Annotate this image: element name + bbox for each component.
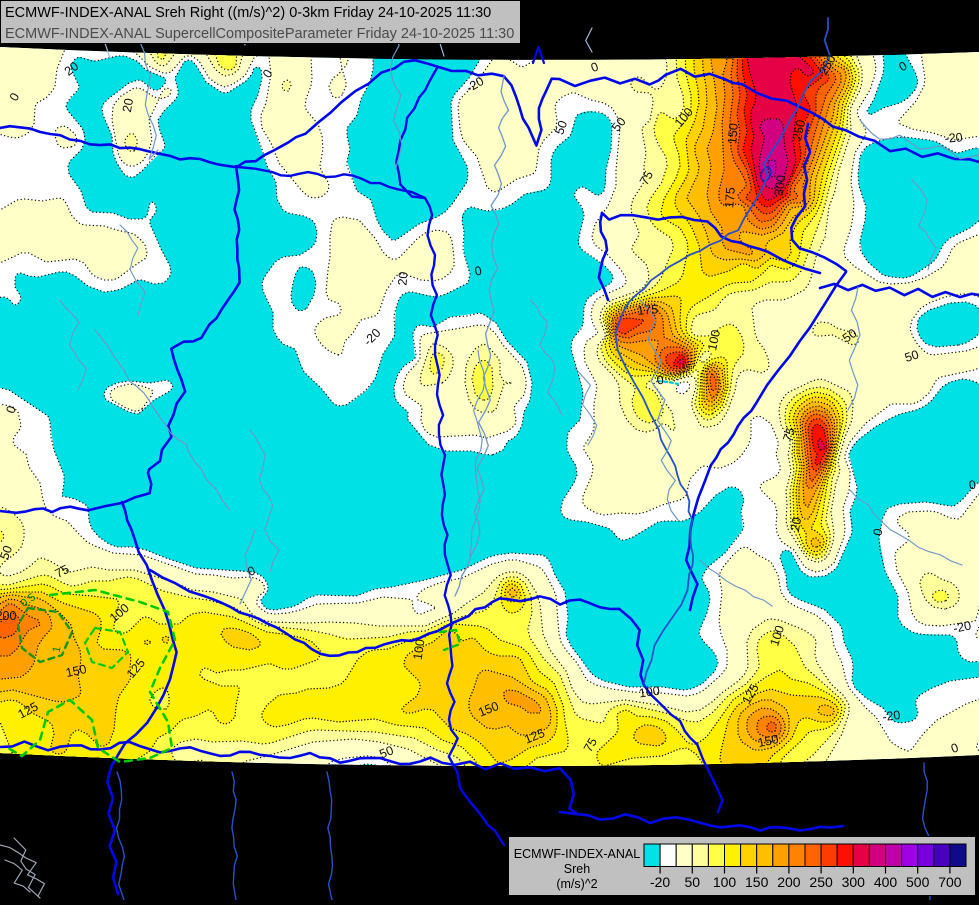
svg-text:75: 75 <box>637 168 656 187</box>
svg-text:ECMWF-INDEX-ANAL: ECMWF-INDEX-ANAL <box>514 847 640 861</box>
svg-text:20: 20 <box>120 97 136 113</box>
svg-text:-20: -20 <box>944 130 963 146</box>
svg-text:50: 50 <box>840 326 859 345</box>
svg-text:Sreh: Sreh <box>564 862 590 876</box>
svg-text:20: 20 <box>788 516 804 532</box>
svg-text:100: 100 <box>638 684 661 701</box>
svg-text:0: 0 <box>968 478 977 493</box>
svg-text:50: 50 <box>377 743 395 761</box>
svg-text:75: 75 <box>780 426 798 444</box>
svg-text:100: 100 <box>411 638 428 661</box>
svg-text:500: 500 <box>906 874 930 890</box>
svg-text:50: 50 <box>903 347 921 365</box>
svg-text:700: 700 <box>938 874 962 890</box>
svg-text:75: 75 <box>581 735 600 754</box>
svg-text:ECMWF-INDEX-ANAL SupercellComp: ECMWF-INDEX-ANAL SupercellCompositeParam… <box>5 26 514 42</box>
svg-text:150: 150 <box>65 662 88 680</box>
svg-text:400: 400 <box>874 874 898 890</box>
svg-text:175: 175 <box>637 302 659 318</box>
svg-text:300: 300 <box>772 174 789 197</box>
svg-text:0: 0 <box>473 264 483 279</box>
svg-text:(m/s)^2: (m/s)^2 <box>556 877 597 891</box>
svg-text:0: 0 <box>246 563 258 579</box>
svg-text:1: 1 <box>51 645 64 653</box>
svg-text:0: 0 <box>3 404 19 415</box>
svg-text:200: 200 <box>0 609 16 623</box>
svg-text:-20: -20 <box>882 708 902 724</box>
svg-text:100: 100 <box>713 874 737 890</box>
svg-text:0: 0 <box>949 740 960 755</box>
svg-text:150: 150 <box>757 732 780 750</box>
svg-text:0: 0 <box>871 527 886 537</box>
svg-text:100: 100 <box>705 328 723 351</box>
svg-text:75: 75 <box>53 562 72 581</box>
svg-text:150: 150 <box>745 874 769 890</box>
svg-text:0: 0 <box>655 373 665 388</box>
svg-text:175: 175 <box>722 187 738 209</box>
svg-text:300: 300 <box>842 874 866 890</box>
svg-text:-20: -20 <box>650 874 670 890</box>
svg-text:50: 50 <box>552 119 570 137</box>
svg-text:200: 200 <box>777 874 801 890</box>
svg-text:250: 250 <box>809 874 833 890</box>
svg-text:ECMWF-INDEX-ANAL Sreh Right ((: ECMWF-INDEX-ANAL Sreh Right ((m/s)^2) 0-… <box>5 5 491 21</box>
svg-text:0: 0 <box>589 59 600 75</box>
svg-text:50: 50 <box>685 874 701 890</box>
svg-text:20: 20 <box>62 59 82 79</box>
svg-text:150: 150 <box>725 123 741 145</box>
svg-text:50: 50 <box>0 544 15 562</box>
svg-text:20: 20 <box>395 271 410 286</box>
svg-text:250: 250 <box>790 118 808 141</box>
svg-text:-20: -20 <box>952 618 973 635</box>
svg-text:100: 100 <box>767 624 787 648</box>
